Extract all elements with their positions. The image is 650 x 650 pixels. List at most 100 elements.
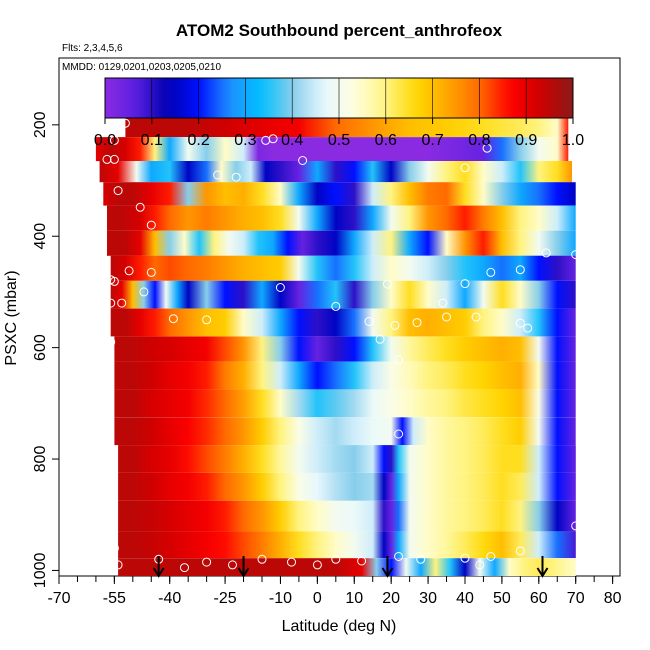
y-axis: 200 400 600 800 1000: [32, 111, 59, 588]
heatmap-band: [118, 500, 576, 532]
sample-point: [412, 318, 422, 328]
sample-point: [394, 429, 404, 439]
sample-point: [98, 273, 108, 282]
x-axis-label: Latitude (deg N): [282, 618, 397, 635]
colorbar-tick-label: 0.7: [421, 132, 443, 149]
sample-point: [146, 220, 156, 230]
sample-point: [213, 170, 223, 180]
latitude-arrowhead: [381, 567, 394, 578]
x-tick-label: 60: [530, 590, 548, 607]
heatmap-band: [114, 417, 576, 446]
sample-point: [146, 267, 156, 277]
latitude-arrowhead: [536, 567, 549, 578]
sample-point: [357, 556, 367, 566]
heatmap-band: [114, 336, 576, 362]
y-tick-label: 400: [32, 223, 49, 250]
heatmap-band: [110, 308, 576, 337]
colorbar-tick-label: 0.0: [94, 132, 116, 149]
sample-point: [202, 315, 212, 325]
sample-point: [383, 279, 392, 289]
x-tick-label: 20: [382, 590, 400, 607]
sample-point: [135, 202, 145, 212]
sample-point: [287, 557, 296, 567]
sample-point: [109, 154, 119, 164]
y-axis-label: PSXC (mbar): [3, 270, 20, 365]
chart-title: ATOM2 Southbound percent_anthrofeox: [176, 21, 503, 40]
sample-point: [117, 298, 127, 308]
sample-point: [102, 154, 112, 164]
sample-point: [109, 276, 119, 286]
flights-label: Flts: 2,3,4,5,6: [62, 43, 123, 54]
heatmap-band: [118, 531, 576, 559]
sample-point: [95, 279, 105, 289]
colorbar-tick-label: 0.3: [234, 132, 256, 149]
y-tick-label: 200: [32, 111, 49, 138]
sample-points: [95, 118, 581, 573]
sample-point: [113, 560, 123, 570]
sample-point: [113, 186, 123, 196]
x-tick-label: 50: [493, 590, 511, 607]
sample-point: [331, 554, 341, 564]
sample-point: [109, 135, 119, 145]
heatmap-band: [107, 230, 576, 256]
sample-point: [571, 250, 581, 260]
x-tick-label: 10: [345, 590, 363, 607]
sample-point: [460, 163, 470, 173]
x-tick-label: 30: [419, 590, 437, 607]
sample-point: [268, 134, 278, 144]
sample-point: [312, 560, 322, 570]
sample-point: [257, 554, 267, 564]
sample-point: [109, 543, 119, 553]
heatmap-band: [118, 473, 576, 501]
sample-point: [394, 552, 404, 561]
sample-point: [275, 283, 285, 292]
sample-point: [202, 557, 212, 567]
sample-point: [375, 334, 385, 344]
dates-label: MMDD: 0129,0201,0203,0205,0210: [62, 62, 221, 73]
sample-point: [571, 521, 581, 531]
y-tick-label: 600: [32, 334, 49, 361]
heatmap-band: [107, 205, 576, 231]
sample-point: [390, 320, 400, 330]
sample-point: [460, 553, 470, 563]
x-axis: -70 -55 -40 -25 -10 0 10 20 30 40 50 60 70 80: [47, 576, 622, 607]
x-tick-label: -40: [158, 590, 181, 607]
colorbar-tick-label: 0.8: [468, 132, 490, 149]
sample-point: [482, 143, 492, 153]
colorbar-tick-label: 0.6: [375, 132, 397, 149]
sample-point: [120, 118, 130, 128]
sample-point: [438, 298, 448, 308]
sample-point: [106, 298, 116, 308]
sample-point: [124, 266, 134, 276]
heatmap-band: [114, 361, 576, 390]
latitude-arrowhead: [152, 567, 165, 578]
colorbar-tick-label: 1.0: [562, 132, 584, 149]
x-tick-label: 80: [604, 590, 622, 607]
colorbar: [104, 77, 574, 119]
colorbar-tick-label: 0.4: [281, 132, 303, 149]
sample-point: [180, 563, 189, 573]
sample-point: [515, 318, 525, 328]
x-tick-label: -25: [214, 590, 237, 607]
sample-point: [471, 312, 481, 322]
x-tick-label: -70: [47, 590, 70, 607]
heatmap-band: [110, 280, 576, 309]
sample-point: [416, 554, 426, 564]
sample-point: [523, 323, 533, 333]
sample-point: [460, 279, 470, 289]
sample-point: [139, 287, 149, 297]
sample-point: [228, 560, 237, 570]
sample-point: [168, 314, 178, 324]
sample-point: [394, 355, 404, 365]
sample-point: [541, 248, 551, 258]
x-tick-label: 0: [313, 590, 322, 607]
heatmap-layers: [95, 105, 576, 576]
colorbar-tick-label: 0.5: [328, 132, 350, 149]
sample-point: [486, 552, 496, 561]
heatmap-band: [103, 182, 576, 206]
x-tick-label: 70: [567, 590, 585, 607]
sample-point: [515, 265, 525, 275]
colorbar-tick-label: 0.2: [187, 132, 209, 149]
sample-point: [331, 301, 341, 311]
